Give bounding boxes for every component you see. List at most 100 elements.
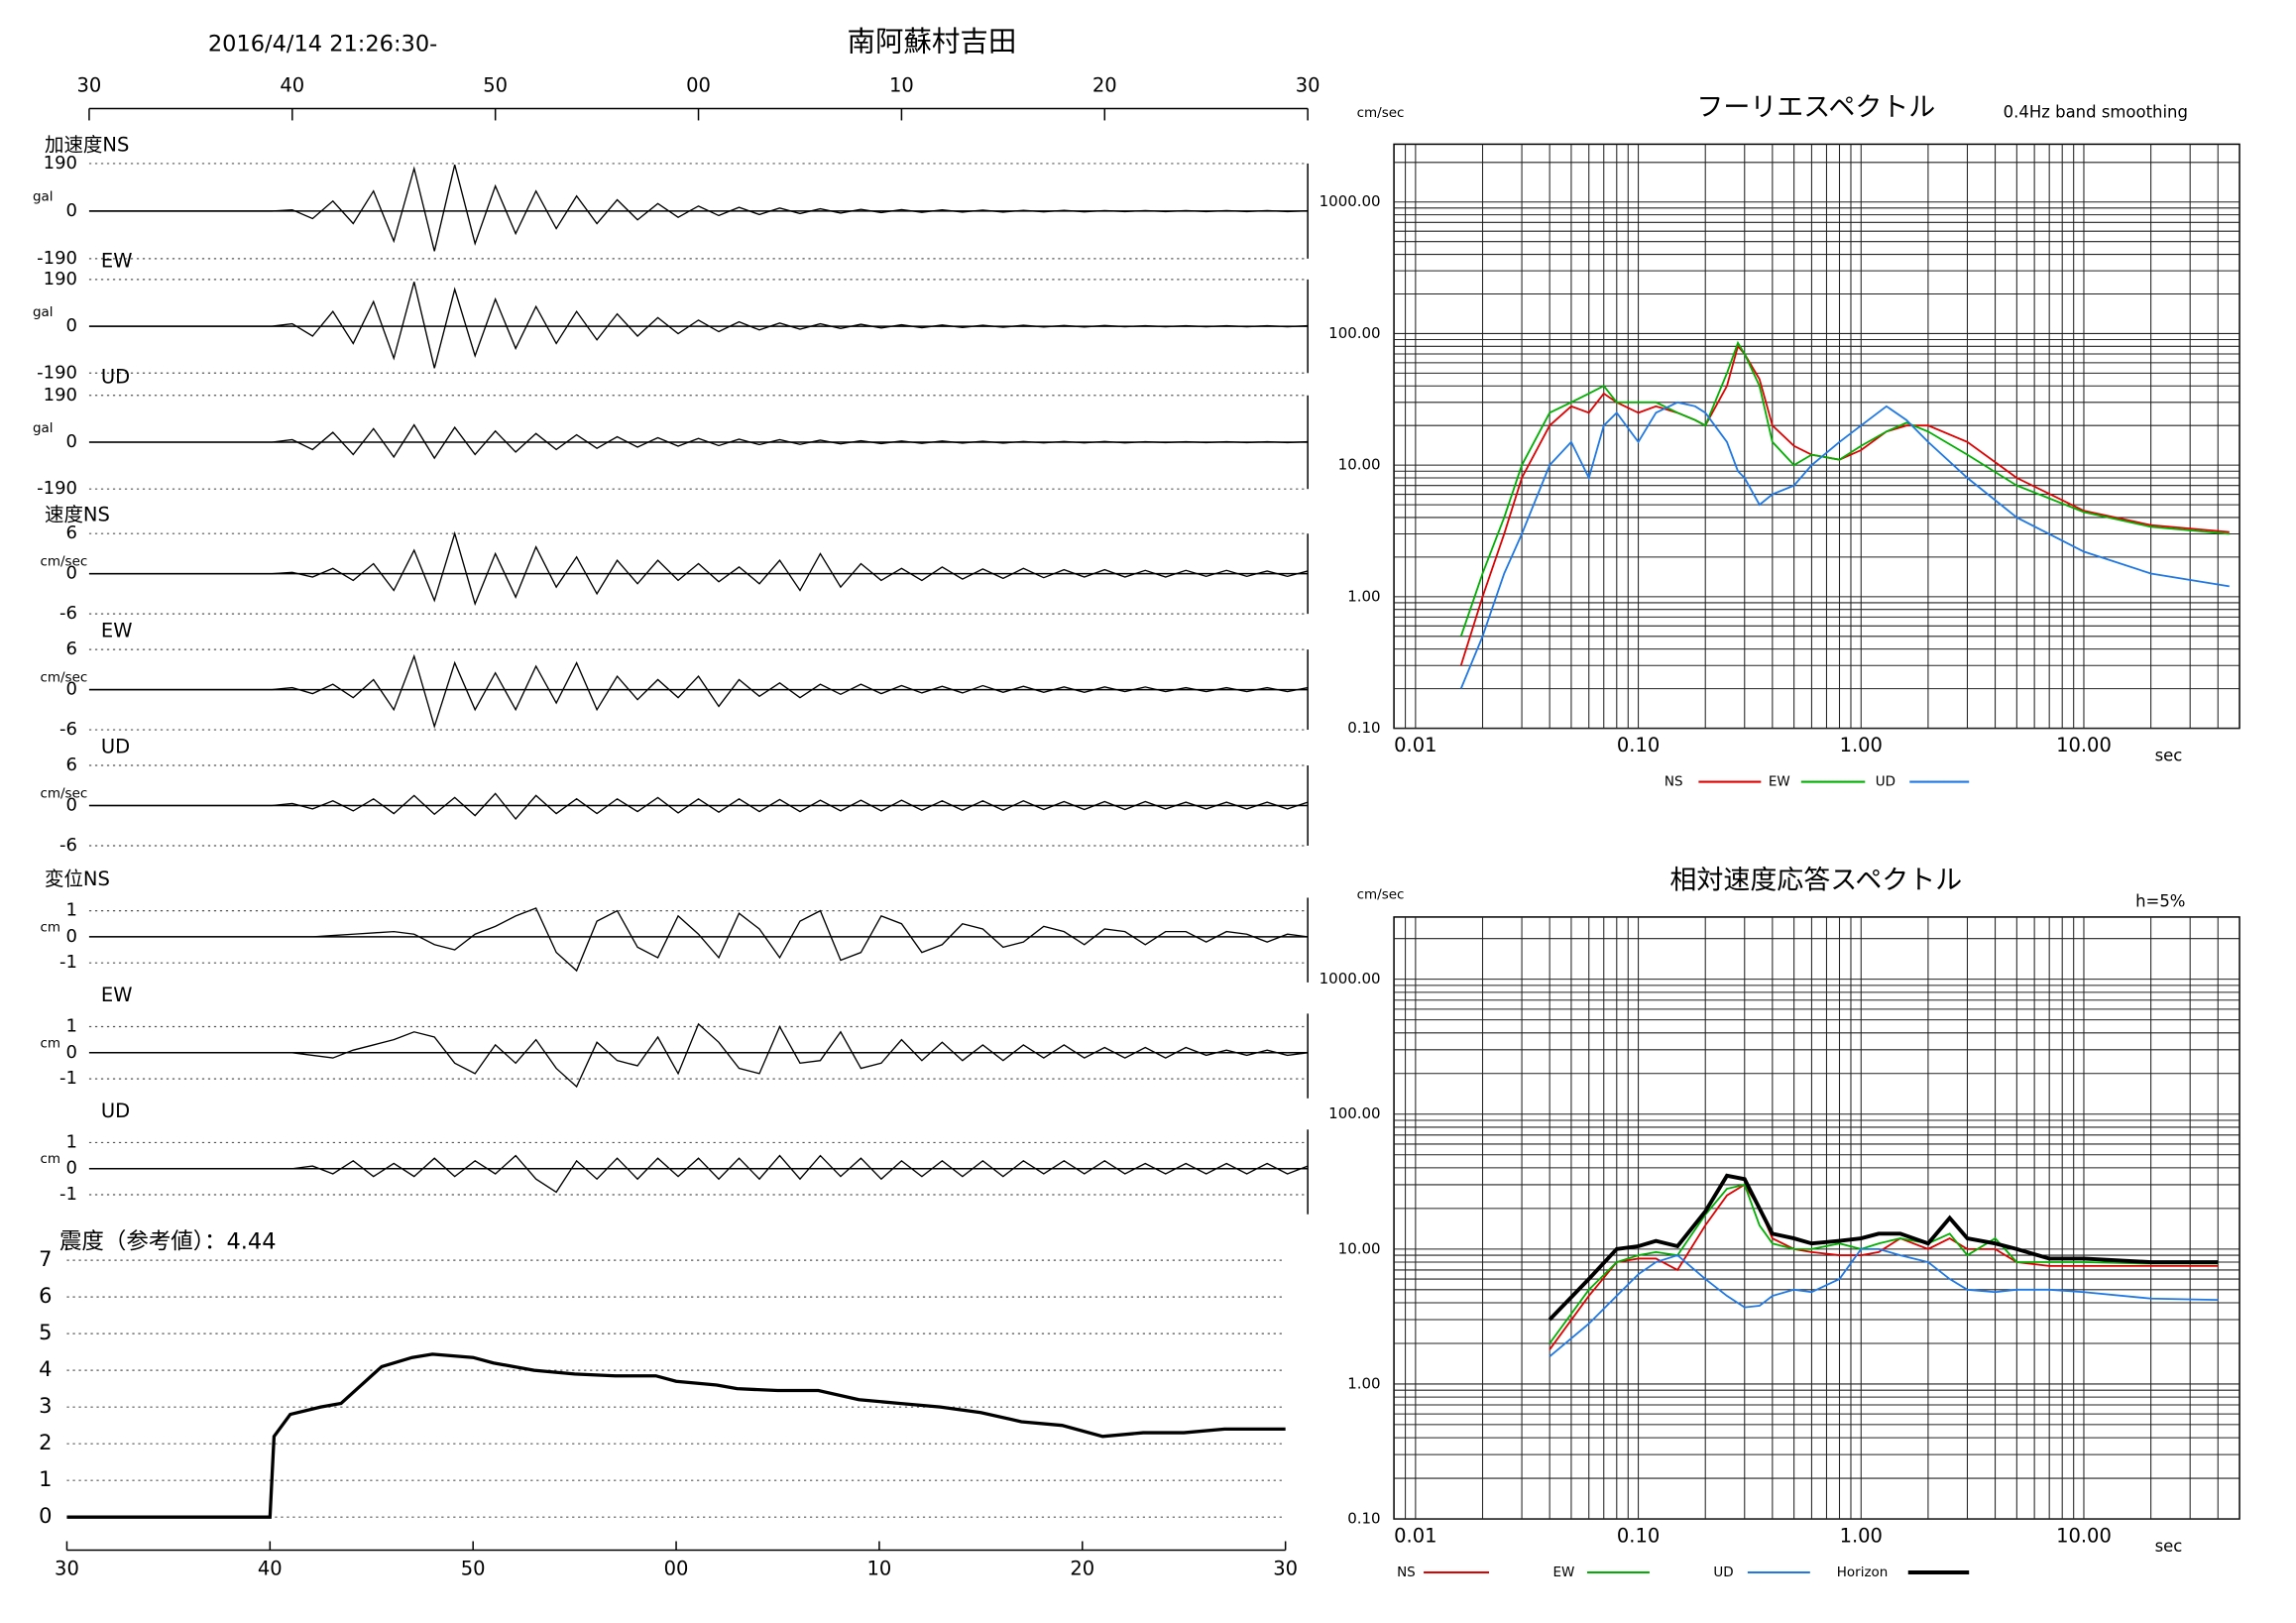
- y-tick-label: 0: [66, 431, 77, 452]
- y-tick-label: 0: [66, 926, 77, 947]
- y-tick-label: -6: [59, 719, 77, 740]
- y-tick-label: 0.10: [1347, 719, 1380, 737]
- panel-label: 変位NS: [45, 868, 110, 890]
- waveform: [88, 423, 1309, 460]
- y-tick-label: 7: [39, 1247, 52, 1271]
- x-tick-label: 10: [889, 73, 914, 96]
- y-tick-label: 0: [66, 563, 77, 584]
- x-tick-label: 30: [55, 1558, 79, 1580]
- y-tick-label: 1: [66, 900, 77, 921]
- panel-label: UD: [101, 736, 130, 758]
- chart-title: 震度（参考値）：4.44: [59, 1229, 277, 1255]
- waveform: [88, 1022, 1309, 1089]
- chart-title: 相対速度応答スペクトル: [1669, 865, 1962, 895]
- x-tick-label: 0.01: [1394, 1525, 1436, 1548]
- y-tick-label: 4: [39, 1357, 52, 1381]
- panel-label: 加速度NS: [45, 133, 129, 156]
- spectrum-line: [1459, 401, 2230, 689]
- x-tick-label: 50: [461, 1558, 486, 1580]
- y-tick-label: 1000.00: [1320, 192, 1381, 210]
- y-tick-label: 5: [39, 1321, 52, 1344]
- y-tick-label: 3: [39, 1394, 52, 1418]
- unit-label: gal: [33, 420, 54, 436]
- y-tick-label: 100.00: [1328, 1104, 1380, 1122]
- x-tick-label: 10: [867, 1558, 892, 1580]
- y-tick-label: 6: [39, 1284, 52, 1308]
- x-tick-label: 1.00: [1840, 1525, 1883, 1548]
- unit-label: cm/sec: [40, 554, 87, 570]
- x-tick-label: 50: [483, 73, 508, 96]
- x-tick-label: 30: [1273, 1558, 1298, 1580]
- y-tick-label: 1: [66, 1016, 77, 1037]
- y-tick-label: -1: [59, 1068, 77, 1089]
- y-tick-label: 10.00: [1338, 1239, 1381, 1257]
- y-tick-label: -190: [37, 362, 77, 383]
- spectrum-line: [1459, 344, 2230, 666]
- x-tick-label: 00: [686, 73, 711, 96]
- panel-label: EW: [101, 984, 133, 1006]
- panel-label: 速度NS: [45, 504, 110, 526]
- y-tick-label: 2: [39, 1431, 52, 1454]
- y-tick-label: -1: [59, 952, 77, 973]
- x-tick-label: 0.10: [1617, 1525, 1660, 1548]
- unit-label: gal: [33, 304, 54, 320]
- panel-label: EW: [101, 620, 133, 642]
- panel-label: EW: [101, 249, 133, 272]
- x-tick-label: 00: [664, 1558, 689, 1580]
- waveform: [88, 165, 1309, 252]
- y-tick-label: -190: [37, 248, 77, 269]
- spectrum-line: [1459, 340, 2230, 638]
- chart-note: h=5%: [2135, 891, 2185, 910]
- x-tick-label: 20: [1092, 73, 1117, 96]
- y-tick-label: 1.00: [1347, 1374, 1380, 1392]
- y-tick-label: -190: [37, 478, 77, 499]
- unit-label: cm: [40, 1151, 60, 1167]
- legend-label: UD: [1713, 1565, 1733, 1580]
- unit-label: cm/sec: [40, 785, 87, 801]
- spectrum-line: [1549, 1247, 2219, 1357]
- chart-note: 0.4Hz band smoothing: [2004, 102, 2188, 121]
- y-tick-label: 100.00: [1328, 324, 1380, 342]
- x-axis-label: sec: [2155, 747, 2183, 765]
- y-tick-label: 6: [66, 754, 77, 775]
- intensity-line: [66, 1352, 1286, 1519]
- y-tick-label: 0: [66, 1042, 77, 1063]
- waveform: [88, 1154, 1309, 1194]
- y-tick-label: 190: [44, 385, 77, 406]
- x-tick-label: 0.01: [1394, 734, 1436, 756]
- x-tick-label: 40: [258, 1558, 283, 1580]
- y-tick-label: 0.10: [1347, 1510, 1380, 1528]
- x-tick-label: 30: [1296, 73, 1320, 96]
- y-tick-label: 1: [39, 1467, 52, 1491]
- spectrum-line: [1548, 1173, 2219, 1322]
- waveform: [88, 530, 1309, 607]
- y-tick-label: 0: [66, 1158, 77, 1179]
- y-axis-label: cm/sec: [1357, 105, 1405, 121]
- legend-label: EW: [1769, 774, 1790, 790]
- legend-label: EW: [1552, 1565, 1574, 1580]
- waveform: [88, 792, 1309, 821]
- y-axis-label: cm/sec: [1357, 886, 1405, 902]
- x-tick-label: 0.10: [1617, 734, 1660, 756]
- waveform: [88, 907, 1309, 973]
- panel-label: UD: [101, 365, 130, 388]
- unit-label: cm: [40, 1035, 60, 1051]
- y-tick-label: 0: [66, 679, 77, 700]
- unit-label: cm: [40, 919, 60, 935]
- y-tick-label: 10.00: [1338, 456, 1381, 474]
- y-tick-label: 0: [66, 315, 77, 336]
- waveform: [88, 653, 1309, 729]
- x-tick-label: 30: [77, 73, 102, 96]
- y-tick-label: -6: [59, 603, 77, 624]
- unit-label: gal: [33, 189, 54, 205]
- spectrum-line: [1549, 1183, 2219, 1344]
- station-title: 南阿蘇村吉田: [847, 26, 1016, 58]
- y-tick-label: 1.00: [1347, 587, 1380, 605]
- chart-title: フーリエスペクトル: [1696, 92, 1935, 123]
- y-tick-label: 6: [66, 522, 77, 543]
- y-tick-label: -6: [59, 835, 77, 856]
- waveform: [88, 282, 1309, 369]
- y-tick-label: 0: [39, 1504, 52, 1528]
